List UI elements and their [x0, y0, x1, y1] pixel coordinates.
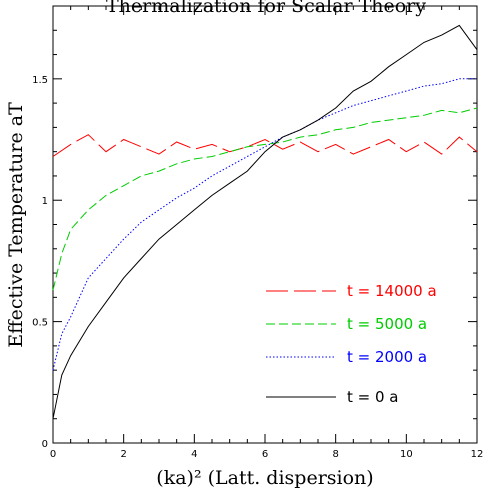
series-line [52, 78, 477, 371]
y-tick-label: 0 [42, 439, 48, 450]
x-tick-label: 4 [191, 449, 197, 460]
y-axis-label: Effective Temperature aT [5, 102, 27, 348]
legend-label: t = 0 a [347, 388, 399, 406]
y-tick-label: 1.5 [32, 75, 48, 86]
legend: t = 14000 a t = 5000 a t = 2000 a t = 0 a [266, 282, 437, 406]
series-layer [52, 24, 478, 419]
y-tick-label: 1 [42, 196, 48, 207]
series-line [52, 107, 478, 291]
series-line [52, 24, 478, 419]
plot-frame [52, 5, 478, 444]
x-tick-label: 0 [50, 449, 56, 460]
x-tick-label: 2 [120, 449, 126, 460]
legend-label: t = 2000 a [347, 348, 427, 366]
series-line [52, 134, 478, 157]
y-tick-label: 0.5 [32, 318, 48, 329]
legend-label: t = 5000 a [347, 315, 427, 333]
chart-title: Thermalization for Scalar Theory [106, 0, 426, 17]
x-axis-label: (ka)² (Latt. dispersion) [156, 467, 373, 489]
axis-ticks: 0 2 4 6 8 10 12 0 0.5 1 1.5 [32, 5, 484, 460]
legend-label: t = 14000 a [347, 282, 437, 300]
x-tick-label: 12 [471, 449, 484, 460]
x-tick-label: 6 [262, 449, 268, 460]
x-tick-label: 8 [332, 449, 338, 460]
x-tick-label: 10 [400, 449, 413, 460]
